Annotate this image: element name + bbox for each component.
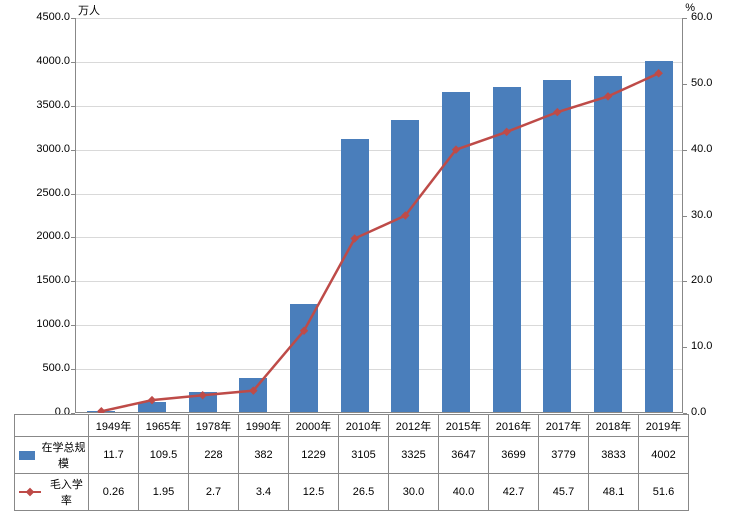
left-y-tick-label: 2500.0 [20,187,70,199]
table-cell: 2016年 [489,415,539,437]
table-cell: 3647 [439,437,489,474]
left-y-tick-label: 1500.0 [20,274,70,286]
table-cell: 42.7 [489,474,539,511]
left-y-tick-label: 4500.0 [20,11,70,23]
table-cell: 2017年 [539,415,589,437]
table-cell: 2015年 [439,415,489,437]
line-legend-icon [19,487,41,497]
right-y-tick-label: 20.0 [691,274,731,286]
bar [442,92,470,412]
bar [138,402,166,412]
left-y-tick-label: 4000.0 [20,55,70,67]
bar [391,120,419,412]
left-axis-unit: 万人 [78,2,100,18]
right-y-tick-label: 30.0 [691,209,731,221]
right-y-tick-label: 50.0 [691,77,731,89]
left-y-tick-label: 3500.0 [20,99,70,111]
table-cell: 45.7 [539,474,589,511]
right-y-tick-label: 0.0 [691,406,731,418]
table-cell: 4002 [639,437,689,474]
table-header-line: 毛入学率 [15,474,89,511]
line-legend-label: 毛入学率 [45,476,88,508]
gridline [76,18,682,19]
table-row-categories: 1949年1965年1978年1990年2000年2010年2012年2015年… [15,415,689,437]
table-cell: 1229 [289,437,339,474]
table-cell: 382 [239,437,289,474]
table-cell: 40.0 [439,474,489,511]
table-cell: 30.0 [389,474,439,511]
data-table: 1949年1965年1978年1990年2000年2010年2012年2015年… [14,414,689,511]
gridline [76,325,682,326]
table-cell: 2000年 [289,415,339,437]
table-cell: 3699 [489,437,539,474]
table-cell: 1.95 [139,474,189,511]
bar-legend-icon [19,451,35,460]
right-y-tick-label: 60.0 [691,11,731,23]
bar [189,392,217,412]
table-cell: 3779 [539,437,589,474]
table-cell: 2019年 [639,415,689,437]
table-cell: 0.26 [89,474,139,511]
bar [645,61,673,412]
table-cell: 1978年 [189,415,239,437]
table-cell: 3105 [339,437,389,474]
chart-container: 万人 % 0.0500.01000.01500.02000.02500.0300… [0,0,739,500]
table-cell: 1990年 [239,415,289,437]
line-series [76,18,684,413]
left-y-tick-label: 1000.0 [20,318,70,330]
left-y-tick-label: 2000.0 [20,230,70,242]
gridline [76,106,682,107]
gridline [76,369,682,370]
table-cell: 11.7 [89,437,139,474]
table-cell: 2012年 [389,415,439,437]
bar [239,378,267,412]
left-y-tick-label: 500.0 [20,362,70,374]
table-cell: 51.6 [639,474,689,511]
bar [543,80,571,412]
bar [290,304,318,412]
table-cell: 228 [189,437,239,474]
table-cell: 2018年 [589,415,639,437]
plot-area [75,18,683,413]
bar [87,411,115,412]
gridline [76,62,682,63]
left-y-tick-label: 3000.0 [20,143,70,155]
table-header-bar: 在学总规模 [15,437,89,474]
table-row-line-series: 毛入学率0.261.952.73.412.526.530.040.042.745… [15,474,689,511]
table-cell: 2.7 [189,474,239,511]
table-cell: 48.1 [589,474,639,511]
table-cell: 3.4 [239,474,289,511]
table-header-blank [15,415,89,437]
gridline [76,237,682,238]
table-cell: 1965年 [139,415,189,437]
table-cell: 26.5 [339,474,389,511]
gridline [76,281,682,282]
gridline [76,150,682,151]
table-cell: 1949年 [89,415,139,437]
bar [341,139,369,412]
bar-legend-label: 在学总规模 [39,439,88,471]
bar [493,87,521,412]
table-cell: 2010年 [339,415,389,437]
gridline [76,194,682,195]
table-cell: 109.5 [139,437,189,474]
table-cell: 3325 [389,437,439,474]
right-y-tick-label: 40.0 [691,143,731,155]
table-cell: 12.5 [289,474,339,511]
bar [594,76,622,412]
right-y-tick-label: 10.0 [691,340,731,352]
table-row-bar-series: 在学总规模11.7109.522838212293105332536473699… [15,437,689,474]
table-cell: 3833 [589,437,639,474]
